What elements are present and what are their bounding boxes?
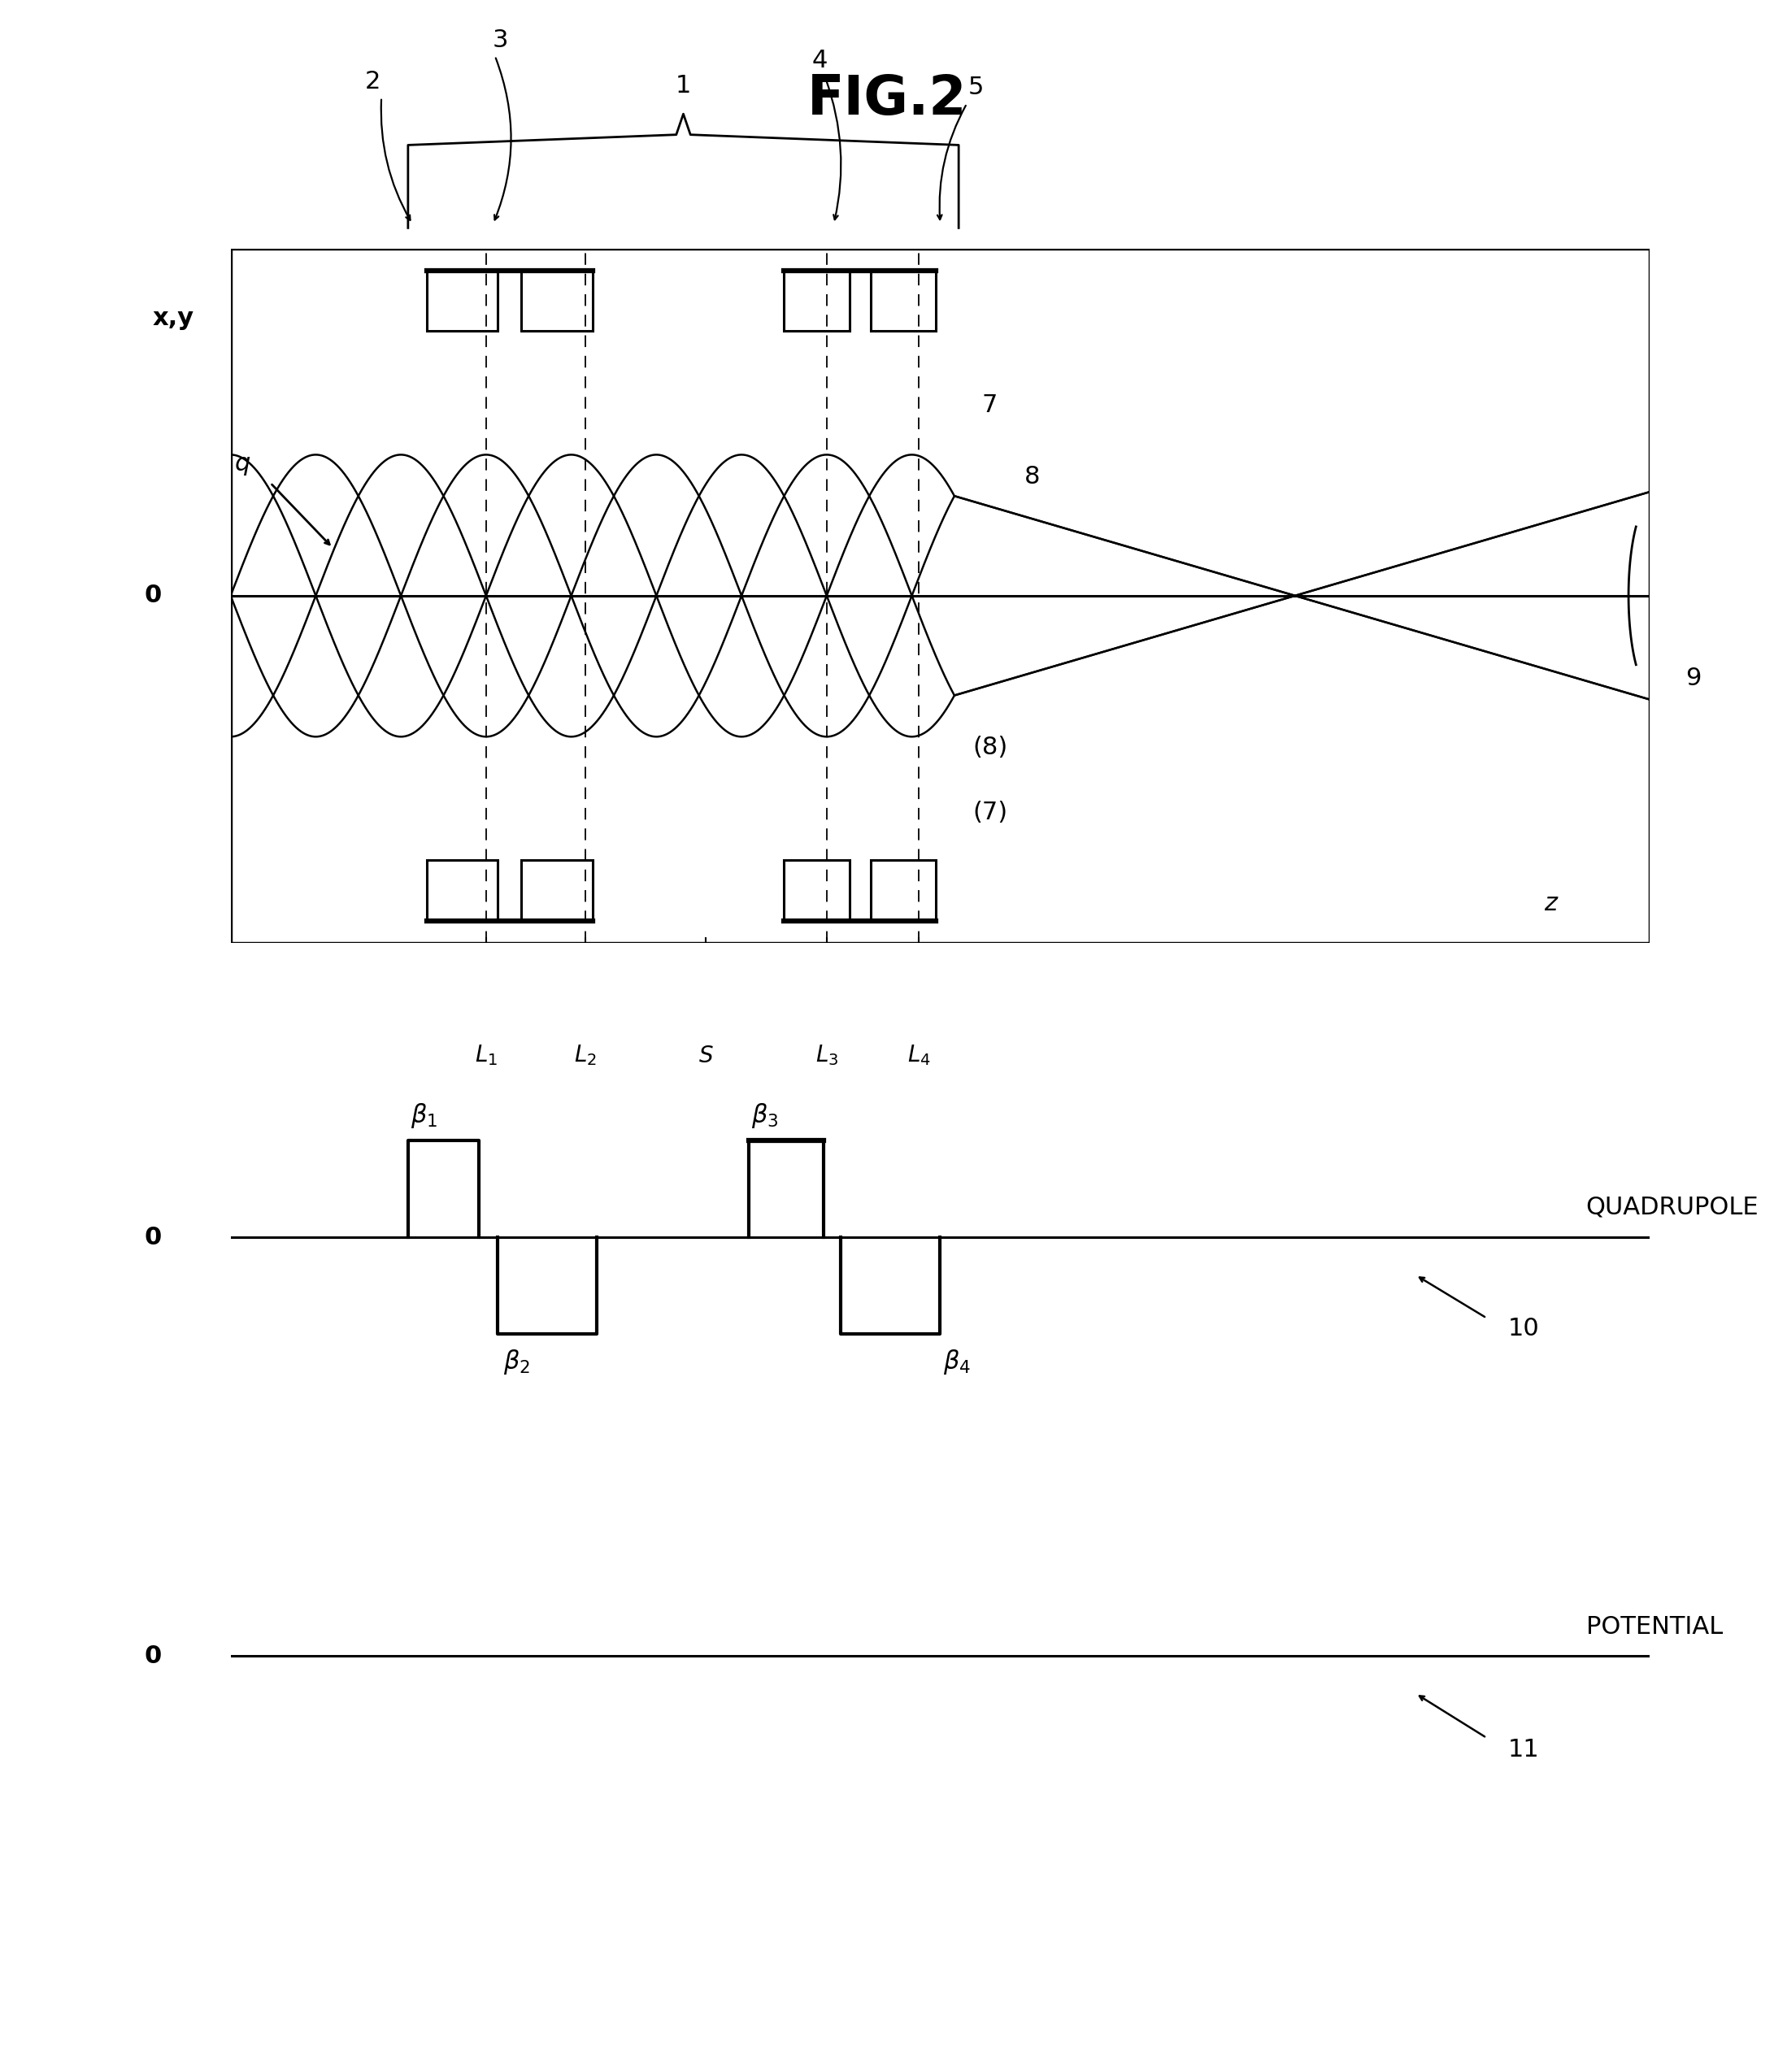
Text: $L_3$: $L_3$ (816, 1044, 837, 1067)
Bar (871, 269, 937, 332)
Text: 2: 2 (365, 70, 380, 93)
Bar (426, 269, 498, 332)
Text: 10: 10 (1508, 1318, 1540, 1341)
Text: 0: 0 (144, 1227, 161, 1249)
Text: $\beta_3$: $\beta_3$ (752, 1102, 779, 1129)
Text: 4: 4 (812, 50, 827, 73)
Text: $\beta_2$: $\beta_2$ (504, 1347, 530, 1376)
Text: $L_4$: $L_4$ (907, 1044, 931, 1067)
Text: FIG.2: FIG.2 (807, 73, 967, 126)
Text: x,y: x,y (153, 307, 193, 329)
Text: (8): (8) (972, 736, 1008, 758)
Text: 0: 0 (144, 584, 161, 607)
Bar (522, 269, 593, 332)
Text: $q$: $q$ (234, 454, 250, 477)
Text: 9: 9 (1685, 667, 1701, 690)
Text: 7: 7 (983, 394, 997, 416)
Text: $\beta_4$: $\beta_4$ (944, 1347, 970, 1376)
Text: S: S (699, 1044, 713, 1067)
Text: $L_1$: $L_1$ (475, 1044, 497, 1067)
Bar (784, 860, 850, 922)
Text: $\beta_1$: $\beta_1$ (412, 1102, 438, 1129)
Text: $L_2$: $L_2$ (575, 1044, 596, 1067)
Text: POTENTIAL: POTENTIAL (1586, 1616, 1723, 1639)
Bar (871, 860, 937, 922)
Text: 11: 11 (1508, 1738, 1540, 1761)
Text: QUADRUPOLE: QUADRUPOLE (1586, 1196, 1758, 1218)
Text: 5: 5 (969, 77, 983, 99)
Text: 1: 1 (676, 75, 692, 97)
Text: 3: 3 (493, 29, 507, 52)
Bar (784, 269, 850, 332)
Text: z: z (1543, 891, 1558, 916)
Text: (7): (7) (972, 800, 1008, 825)
Text: 0: 0 (144, 1645, 161, 1668)
Bar (522, 860, 593, 922)
Bar (426, 860, 498, 922)
Text: 8: 8 (1025, 464, 1040, 489)
